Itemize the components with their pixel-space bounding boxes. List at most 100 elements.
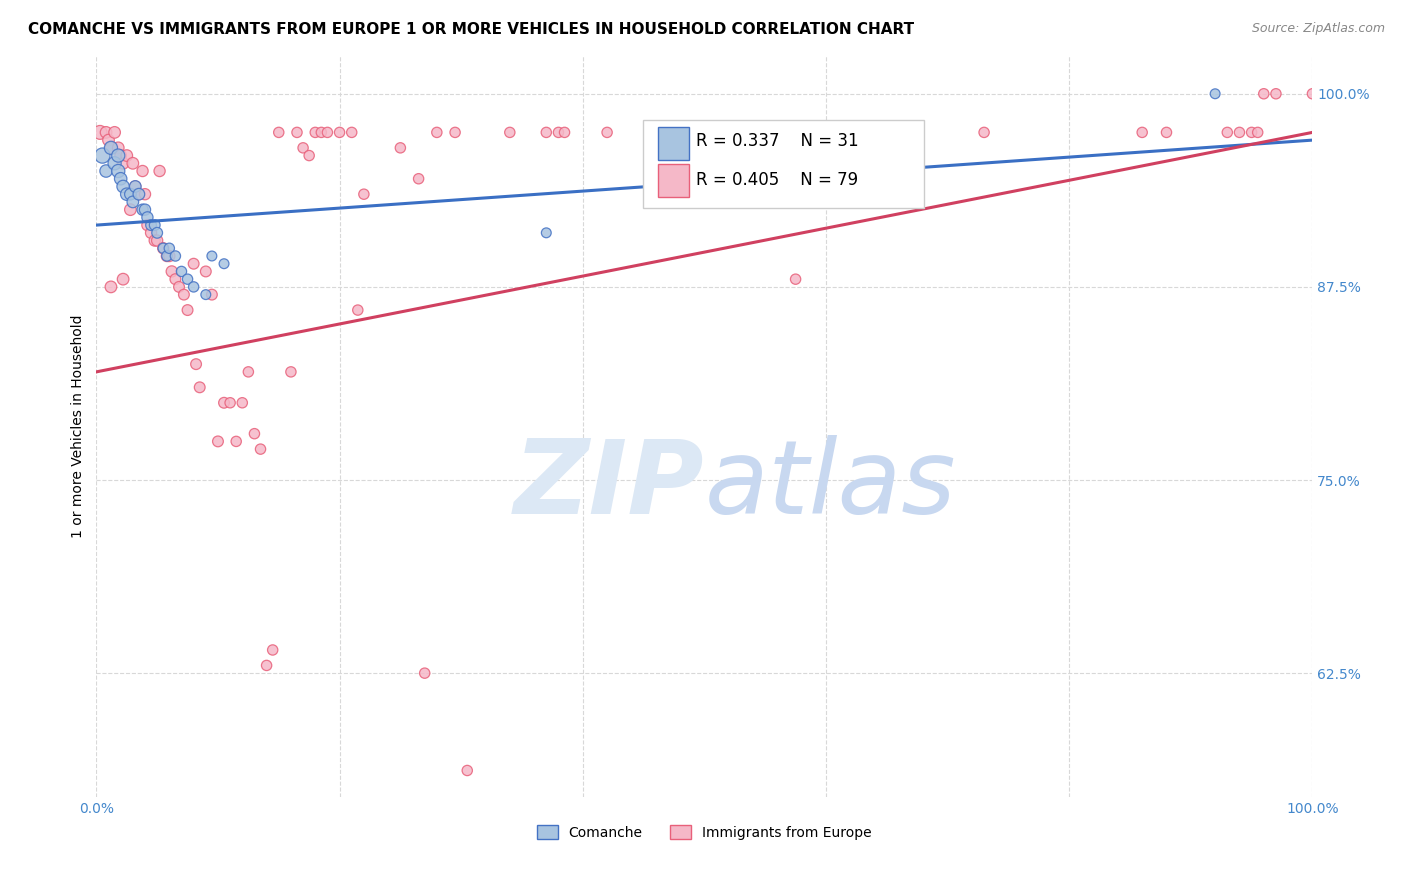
Point <box>100 141 122 155</box>
Point <box>165 249 187 263</box>
Point <box>547 125 569 139</box>
Point <box>536 226 558 240</box>
Point <box>112 156 135 170</box>
Point <box>157 249 180 263</box>
Point <box>120 202 142 217</box>
Point <box>353 187 375 202</box>
Point <box>1216 125 1239 139</box>
Point <box>201 249 224 263</box>
Point <box>201 287 224 301</box>
Point <box>124 179 146 194</box>
Point <box>249 442 271 456</box>
Point <box>115 187 138 202</box>
Point <box>426 125 449 139</box>
Point <box>152 241 174 255</box>
Point <box>346 303 368 318</box>
Point <box>329 125 352 139</box>
Point <box>298 148 321 162</box>
Point <box>167 280 190 294</box>
Point <box>157 241 180 255</box>
Point <box>262 643 284 657</box>
Point <box>1264 87 1286 101</box>
Point <box>110 148 132 162</box>
Point <box>139 218 162 232</box>
Point <box>444 125 467 139</box>
Point <box>554 125 576 139</box>
Point <box>1301 87 1323 101</box>
Point <box>1253 87 1275 101</box>
Point <box>156 249 179 263</box>
Point <box>499 125 522 139</box>
Point <box>456 764 478 778</box>
Point <box>285 125 308 139</box>
Point <box>134 202 156 217</box>
Point <box>219 396 242 410</box>
Point <box>131 202 153 217</box>
Point <box>225 434 247 449</box>
Point <box>107 164 129 178</box>
Point <box>121 194 143 209</box>
Point <box>94 164 117 178</box>
Text: COMANCHE VS IMMIGRANTS FROM EUROPE 1 OR MORE VEHICLES IN HOUSEHOLD CORRELATION C: COMANCHE VS IMMIGRANTS FROM EUROPE 1 OR … <box>28 22 914 37</box>
Point <box>413 666 436 681</box>
Text: R = 0.337    N = 31: R = 0.337 N = 31 <box>696 132 858 150</box>
Point <box>112 272 135 286</box>
Point <box>292 141 315 155</box>
Point <box>170 264 193 278</box>
Point <box>94 125 117 139</box>
Point <box>115 148 138 162</box>
Point <box>104 156 127 170</box>
Point <box>91 148 114 162</box>
Point <box>165 272 187 286</box>
Point <box>173 287 195 301</box>
Point <box>1204 87 1226 101</box>
Point <box>311 125 333 139</box>
Point <box>152 241 174 255</box>
Point <box>243 426 266 441</box>
Text: R = 0.405    N = 79: R = 0.405 N = 79 <box>696 170 858 188</box>
Point <box>143 218 166 232</box>
Point <box>1229 125 1251 139</box>
Point <box>536 125 558 139</box>
Point <box>280 365 302 379</box>
Point <box>212 257 235 271</box>
Point <box>785 272 807 286</box>
Point <box>596 125 619 139</box>
Point <box>128 187 150 202</box>
Point <box>256 658 278 673</box>
Point <box>121 156 143 170</box>
Text: Source: ZipAtlas.com: Source: ZipAtlas.com <box>1251 22 1385 36</box>
Point <box>124 179 146 194</box>
Point <box>238 365 260 379</box>
Y-axis label: 1 or more Vehicles in Household: 1 or more Vehicles in Household <box>72 314 86 538</box>
Point <box>389 141 412 155</box>
Point <box>112 179 135 194</box>
Point <box>136 218 159 232</box>
Point <box>139 226 162 240</box>
Point <box>120 187 142 202</box>
Point <box>184 357 207 371</box>
Point <box>183 280 205 294</box>
Point <box>1156 125 1178 139</box>
Point <box>304 125 326 139</box>
Point <box>194 264 217 278</box>
Point <box>156 249 179 263</box>
Point <box>89 125 111 139</box>
Point <box>143 234 166 248</box>
Point <box>973 125 995 139</box>
Point <box>134 187 156 202</box>
Point <box>146 226 169 240</box>
Point <box>1247 125 1270 139</box>
Text: atlas: atlas <box>704 435 956 535</box>
Legend: Comanche, Immigrants from Europe: Comanche, Immigrants from Europe <box>531 820 877 846</box>
Point <box>316 125 339 139</box>
Point <box>176 303 198 318</box>
Point <box>188 380 211 394</box>
Point <box>207 434 229 449</box>
Point <box>340 125 363 139</box>
Point <box>1130 125 1153 139</box>
Point <box>1240 125 1263 139</box>
Point <box>194 287 217 301</box>
Text: ZIP: ZIP <box>513 434 704 536</box>
Point <box>107 141 129 155</box>
